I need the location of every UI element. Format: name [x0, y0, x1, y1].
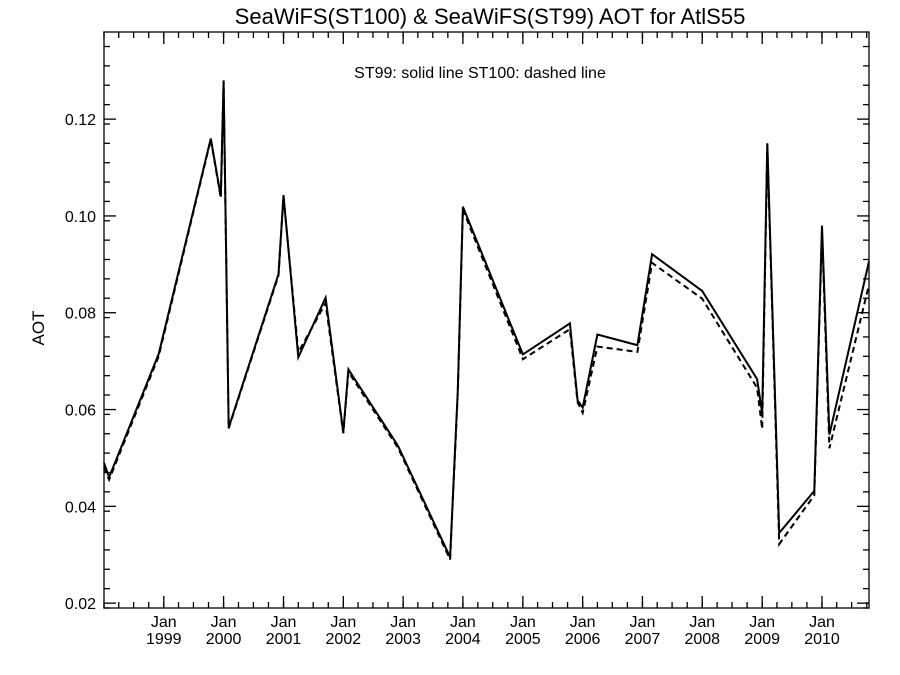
x-tick-year-label: 2006 [565, 631, 601, 648]
x-tick-month-label: Jan [151, 614, 177, 631]
x-tick-year-label: 2003 [385, 631, 421, 648]
y-tick-label: 0.10 [65, 209, 96, 226]
chart-title: SeaWiFS(ST100) & SeaWiFS(ST99) AOT for A… [235, 4, 746, 29]
x-tick-month-label: Jan [630, 614, 656, 631]
y-tick-label: 0.08 [65, 306, 96, 323]
x-tick-year-label: 1999 [146, 631, 182, 648]
x-tick-year-label: 2008 [684, 631, 720, 648]
x-tick-month-label: Jan [330, 614, 356, 631]
x-tick-year-label: 2004 [445, 631, 481, 648]
x-tick-year-label: 2001 [266, 631, 302, 648]
x-tick-year-label: 2007 [625, 631, 661, 648]
x-tick-month-label: Jan [211, 614, 237, 631]
series-line-st100 [103, 82, 870, 561]
x-tick-year-label: 2009 [744, 631, 780, 648]
x-tick-month-label: Jan [450, 614, 476, 631]
y-axis-ticks: 0.02 0.04 0.06 0.08 0.10 0.12 [65, 45, 869, 613]
series-lines [103, 80, 870, 561]
y-tick-label: 0.04 [65, 499, 96, 516]
x-tick-year-label: 2000 [206, 631, 242, 648]
series-line-st99 [103, 80, 870, 558]
y-tick-label: 0.06 [65, 403, 96, 420]
series-annotation: ST99: solid line ST100: dashed line [354, 65, 606, 82]
x-tick-month-label: Jan [749, 614, 775, 631]
x-tick-month-label: Jan [510, 614, 536, 631]
x-tick-year-label: 2005 [505, 631, 541, 648]
x-tick-year-label: 2002 [326, 631, 362, 648]
y-axis-label: AOT [29, 311, 48, 346]
plot-frame [103, 31, 870, 609]
x-tick-month-label: Jan [689, 614, 715, 631]
y-tick-label: 0.12 [65, 112, 96, 129]
x-tick-month-label: Jan [809, 614, 835, 631]
x-tick-year-label: 2010 [804, 631, 840, 648]
x-axis-ticks: Jan1999Jan2000Jan2001Jan2002Jan2003Jan20… [103, 32, 868, 648]
x-tick-month-label: Jan [390, 614, 416, 631]
x-tick-month-label: Jan [271, 614, 297, 631]
x-tick-month-label: Jan [570, 614, 596, 631]
y-tick-label: 0.02 [65, 596, 96, 613]
